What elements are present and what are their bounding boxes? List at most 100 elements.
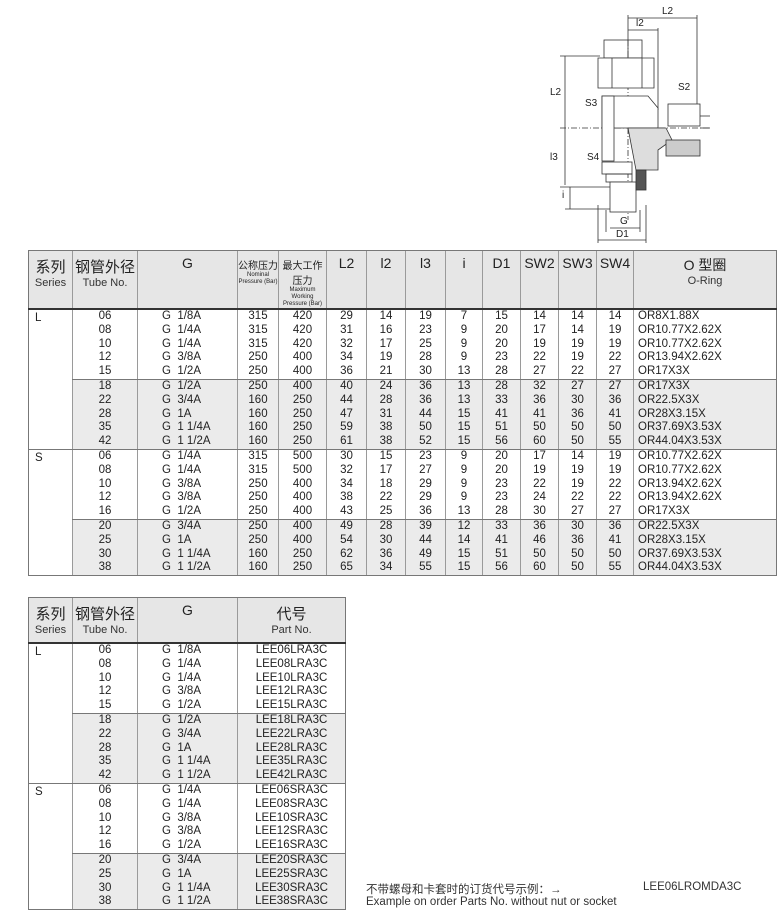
SW2-value: 30 bbox=[533, 505, 546, 518]
L2-value: 38 bbox=[340, 491, 353, 504]
l2-cell: 28 30 36 34 bbox=[366, 519, 406, 577]
row-group: 20 25 30 38 G 3/4A G 1A G 1 1/4A G 1 1/2A 250 250… bbox=[29, 519, 777, 577]
tube-no-value: 16 bbox=[98, 505, 112, 518]
SW2-value: 36 bbox=[533, 519, 546, 532]
SW3-value: 50 bbox=[571, 435, 584, 448]
SW3-value: 50 bbox=[571, 561, 584, 574]
nominal-pressure-value: 250 bbox=[248, 505, 268, 518]
g-thread-cell: G 3/4A G 1A G 1 1/4A G 1 1/2A bbox=[137, 519, 238, 577]
SW4-cell: 36 41 50 55 bbox=[596, 519, 634, 577]
SW4-value: 27 bbox=[608, 379, 622, 392]
header-tube: 钢管外径 Tube No. bbox=[72, 597, 138, 644]
specification-table: 系列 Series 钢管外径 Tube No. G 公称压力 Nominal Pres… bbox=[28, 250, 777, 577]
i-cell: 13 13 15 15 15 bbox=[445, 379, 483, 450]
g-thread-cell: G 1/8A G 1/4A G 1/4A G 3/8A G 1/2A bbox=[137, 643, 238, 714]
SW4-value: 55 bbox=[608, 435, 622, 448]
D1-value: 23 bbox=[495, 477, 508, 490]
tube-no-value: 16 bbox=[98, 839, 112, 852]
SW2-value: 14 bbox=[533, 310, 546, 322]
i-value: 9 bbox=[460, 477, 468, 490]
D1-cell: 33 41 51 56 bbox=[482, 519, 521, 577]
tube-no-value: 42 bbox=[98, 769, 112, 782]
part-no-value: LEE28LRA3C bbox=[255, 741, 328, 754]
SW4-value: 50 bbox=[608, 421, 622, 434]
l3-value: 25 bbox=[419, 337, 432, 350]
SW3-value: 14 bbox=[571, 310, 584, 322]
working-pressure-value: 400 bbox=[292, 533, 313, 546]
l3-value: 36 bbox=[419, 379, 432, 392]
i-cell: 7 9 9 9 13 bbox=[445, 309, 483, 380]
g-thread-value: G 3/8A bbox=[162, 351, 201, 364]
svg-text:S3: S3 bbox=[585, 98, 598, 109]
g-thread-cell: G 1/2A G 3/4A G 1A G 1 1/4A G 1 1/2A bbox=[137, 379, 238, 450]
SW3-value: 22 bbox=[571, 365, 584, 378]
i-value: 15 bbox=[457, 561, 471, 574]
g-thread-value: G 3/8A bbox=[162, 811, 201, 824]
tube-no-value: 06 bbox=[98, 449, 112, 462]
working-pressure-value: 250 bbox=[292, 407, 313, 420]
D1-value: 20 bbox=[495, 337, 508, 350]
tube-no-value: 12 bbox=[98, 685, 112, 698]
part-no-value: LEE06LRA3C bbox=[255, 644, 328, 656]
i-value: 9 bbox=[460, 449, 468, 462]
tube-no-value: 06 bbox=[98, 644, 112, 656]
fitting-drawing: L2 l2 L2 S2 S3 l3 S4 i G D1 bbox=[550, 6, 710, 243]
o-ring-value: OR37.69X3.53X bbox=[638, 547, 722, 560]
nominal-pressure-value: 250 bbox=[248, 351, 268, 364]
i-value: 9 bbox=[460, 351, 468, 364]
l2-value: 16 bbox=[379, 323, 393, 336]
svg-text:i: i bbox=[562, 190, 564, 201]
tube-no-value: 25 bbox=[98, 533, 112, 546]
svg-text:L2: L2 bbox=[550, 87, 562, 98]
tube-no-cell: 06 08 10 12 16 bbox=[72, 449, 138, 520]
nominal-pressure-value: 160 bbox=[248, 421, 268, 434]
SW4-value: 19 bbox=[608, 449, 622, 462]
l2-value: 17 bbox=[379, 337, 393, 350]
D1-value: 20 bbox=[495, 449, 508, 462]
SW2-value: 19 bbox=[533, 337, 546, 350]
g-thread-value: G 1A bbox=[162, 407, 192, 420]
L2-value: 34 bbox=[340, 351, 353, 364]
o-ring-value: OR17X3X bbox=[638, 365, 690, 378]
g-thread-cell: G 1/4A G 1/4A G 3/8A G 3/8A G 1/2A bbox=[137, 783, 238, 854]
L2-value: 61 bbox=[340, 435, 353, 448]
tube-no-value: 15 bbox=[98, 365, 112, 378]
D1-value: 41 bbox=[495, 533, 508, 546]
g-thread-value: G 1/2A bbox=[162, 365, 201, 378]
g-thread-value: G 1/4A bbox=[162, 657, 201, 670]
SW3-value: 50 bbox=[571, 547, 584, 560]
SW2-value: 27 bbox=[533, 365, 546, 378]
nominal-pressure-value: 250 bbox=[248, 519, 268, 532]
L2-value: 40 bbox=[340, 379, 353, 392]
i-value: 15 bbox=[457, 421, 471, 434]
o-ring-cell: OR17X3X OR22.5X3X OR28X3.15X OR37.69X3.53X O… bbox=[633, 379, 777, 450]
SW3-value: 36 bbox=[571, 533, 584, 546]
g-thread-value: G 3/8A bbox=[162, 825, 201, 838]
tube-no-value: 35 bbox=[98, 755, 112, 768]
SW4-value: 19 bbox=[608, 323, 622, 336]
i-value: 13 bbox=[457, 505, 471, 518]
L2-value: 43 bbox=[340, 505, 353, 518]
SW3-value: 36 bbox=[571, 407, 584, 420]
tube-no-value: 38 bbox=[98, 561, 112, 574]
l3-value: 23 bbox=[419, 449, 432, 462]
part-no-value: LEE20SRA3C bbox=[255, 853, 328, 866]
g-thread-value: G 3/4A bbox=[162, 853, 201, 866]
SW3-value: 14 bbox=[571, 323, 584, 336]
header-working-pressure: 最大工作压力 Maximum Working Pressure (Bar) bbox=[278, 250, 327, 310]
nominal-pressure-value: 160 bbox=[248, 393, 268, 406]
nominal-pressure-value: 315 bbox=[248, 463, 268, 476]
tube-no-value: 35 bbox=[98, 421, 112, 434]
g-thread-cell: G 1/4A G 1/4A G 3/8A G 3/8A G 1/2A bbox=[137, 449, 238, 520]
working-pressure-value: 400 bbox=[292, 505, 313, 518]
SW2-value: 32 bbox=[533, 379, 546, 392]
D1-value: 56 bbox=[495, 561, 508, 574]
series-cell: S bbox=[28, 449, 73, 577]
l2-value: 25 bbox=[379, 505, 393, 518]
D1-value: 15 bbox=[495, 310, 508, 322]
tube-no-cell: 18 22 28 35 42 bbox=[72, 713, 138, 784]
tube-no-cell: 06 08 10 12 15 bbox=[72, 643, 138, 714]
header-l2: l2 bbox=[366, 250, 406, 310]
svg-text:l3: l3 bbox=[550, 152, 558, 163]
SW4-cell: 14 19 19 22 27 bbox=[596, 309, 634, 380]
